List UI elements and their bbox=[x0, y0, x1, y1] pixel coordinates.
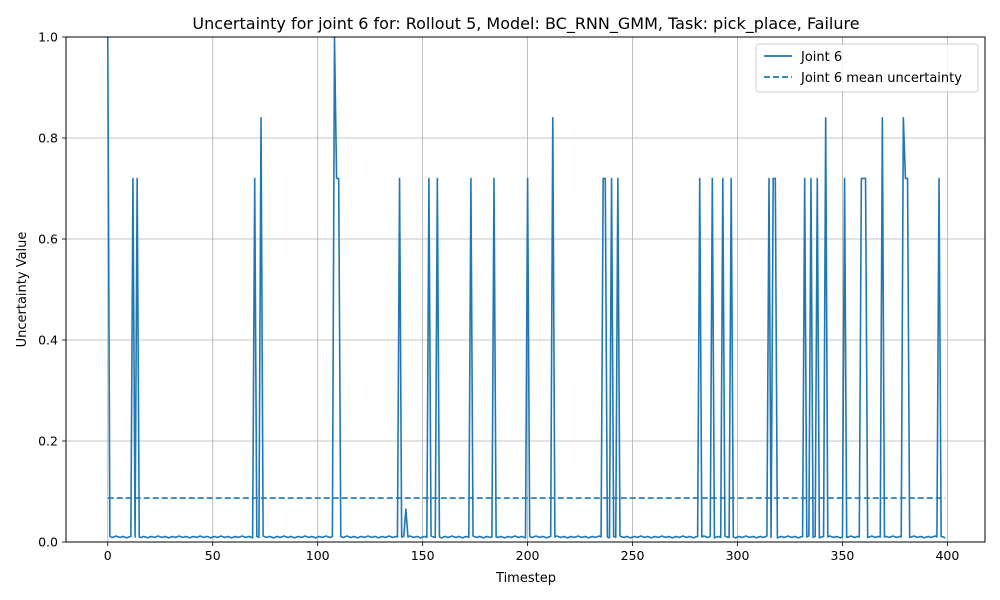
x-tick-label: 0 bbox=[104, 548, 112, 563]
legend-entry-joint-6-mean: Joint 6 mean uncertainty bbox=[800, 71, 962, 86]
y-tick-label: 0.2 bbox=[38, 434, 58, 449]
y-tick-label: 0.6 bbox=[38, 232, 58, 247]
series-line-joint-6 bbox=[106, 36, 946, 539]
plot-frame bbox=[65, 36, 986, 543]
legend-entry-joint-6: Joint 6 bbox=[800, 50, 842, 65]
plot-series bbox=[106, 36, 946, 539]
y-tick-label: 1.0 bbox=[38, 30, 58, 45]
y-tick-label: 0.4 bbox=[38, 333, 58, 348]
x-tick-label: 100 bbox=[306, 548, 330, 563]
x-axis-label: Timestep bbox=[495, 571, 556, 586]
x-tick-label: 50 bbox=[205, 548, 221, 563]
x-tick-label: 200 bbox=[516, 548, 540, 563]
axis-ticks: 0 50 100 150 200 250 300 350 400 0.0 0.2 0.4 0.6 0.8 1… bbox=[38, 30, 959, 564]
legend: Joint 6 Joint 6 mean uncertainty bbox=[755, 43, 979, 93]
x-tick-label: 150 bbox=[411, 548, 435, 563]
y-axis-label: Uncertainty Value bbox=[15, 232, 30, 348]
x-tick-label: 400 bbox=[935, 548, 959, 563]
y-tick-label: 0.8 bbox=[38, 131, 58, 146]
y-tick-label: 0.0 bbox=[38, 535, 58, 550]
x-tick-label: 250 bbox=[621, 548, 645, 563]
chart-title: Uncertainty for joint 6 for: Rollout 5, … bbox=[192, 14, 859, 34]
x-tick-label: 350 bbox=[831, 548, 855, 563]
legend-box bbox=[755, 43, 979, 93]
x-tick-label: 300 bbox=[726, 548, 750, 563]
